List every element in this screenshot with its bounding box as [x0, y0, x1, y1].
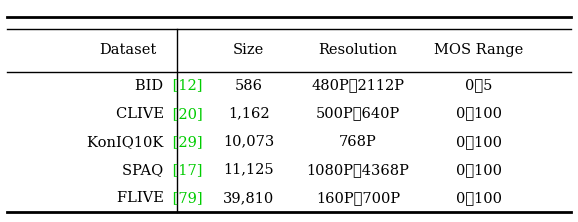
- Text: 480P～2112P: 480P～2112P: [312, 79, 405, 93]
- Text: [12]: [12]: [168, 79, 203, 93]
- Text: 160P～700P: 160P～700P: [316, 191, 400, 205]
- Text: 39,810: 39,810: [223, 191, 275, 205]
- Text: 768P: 768P: [339, 135, 377, 149]
- Text: 10,073: 10,073: [223, 135, 275, 149]
- Text: SPAQ: SPAQ: [123, 163, 168, 177]
- Text: [17]: [17]: [168, 163, 203, 177]
- Text: [20]: [20]: [168, 107, 203, 121]
- Text: 586: 586: [235, 79, 263, 93]
- Text: Resolution: Resolution: [318, 43, 398, 57]
- Text: KonIQ10K: KonIQ10K: [87, 135, 168, 149]
- Text: 1080P～4368P: 1080P～4368P: [306, 163, 409, 177]
- Text: 1,162: 1,162: [228, 107, 269, 121]
- Text: [29]: [29]: [168, 135, 203, 149]
- Text: Size: Size: [233, 43, 264, 57]
- Text: [79]: [79]: [168, 191, 203, 205]
- Text: MOS Range: MOS Range: [434, 43, 524, 57]
- Text: 0～5: 0～5: [465, 79, 492, 93]
- Text: 11,125: 11,125: [224, 163, 274, 177]
- Text: BID: BID: [135, 79, 168, 93]
- Text: FLIVE: FLIVE: [117, 191, 168, 205]
- Text: 0～100: 0～100: [456, 135, 502, 149]
- Text: Dataset: Dataset: [99, 43, 157, 57]
- Text: 0～100: 0～100: [456, 191, 502, 205]
- Text: 0～100: 0～100: [456, 163, 502, 177]
- Text: CLIVE: CLIVE: [116, 107, 168, 121]
- Text: 0～100: 0～100: [456, 107, 502, 121]
- Text: 500P～640P: 500P～640P: [316, 107, 400, 121]
